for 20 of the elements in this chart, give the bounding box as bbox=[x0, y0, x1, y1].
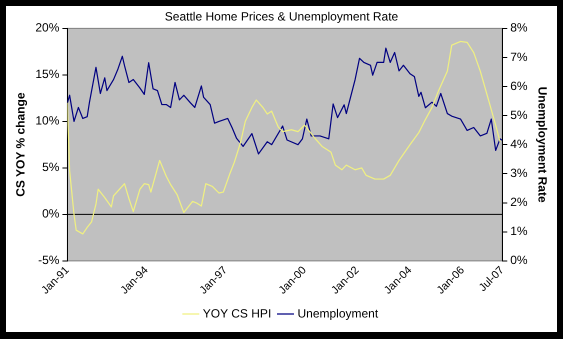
y-tick-label: 5% bbox=[42, 160, 60, 174]
legend-label: YOY CS HPI bbox=[202, 306, 272, 320]
y-tick-label: 10% bbox=[35, 114, 60, 128]
y2-tick-label: 0% bbox=[510, 253, 528, 268]
y2-axis-title: Unemployment Rate bbox=[535, 86, 550, 203]
y2-tick-label: 5% bbox=[510, 108, 528, 122]
y2-tick-label: 8% bbox=[510, 20, 528, 35]
y-tick-label: 20% bbox=[35, 20, 60, 35]
y2-tick-label: 7% bbox=[510, 50, 528, 64]
y2-tick-label: 2% bbox=[510, 195, 528, 210]
y2-tick-label: 3% bbox=[510, 166, 528, 180]
y-axis-title: CS YOY % change bbox=[14, 92, 28, 197]
y-tick-label: 0% bbox=[42, 206, 60, 221]
y2-tick-label: 1% bbox=[510, 224, 528, 238]
y-tick-label: 15% bbox=[35, 67, 60, 82]
y2-tick-label: 4% bbox=[510, 136, 528, 151]
legend-label: Unemployment bbox=[297, 306, 379, 320]
chart-title: Seattle Home Prices & Unemployment Rate bbox=[164, 10, 399, 24]
y2-tick-label: 6% bbox=[510, 78, 528, 93]
y-tick-label: -5% bbox=[38, 253, 60, 268]
